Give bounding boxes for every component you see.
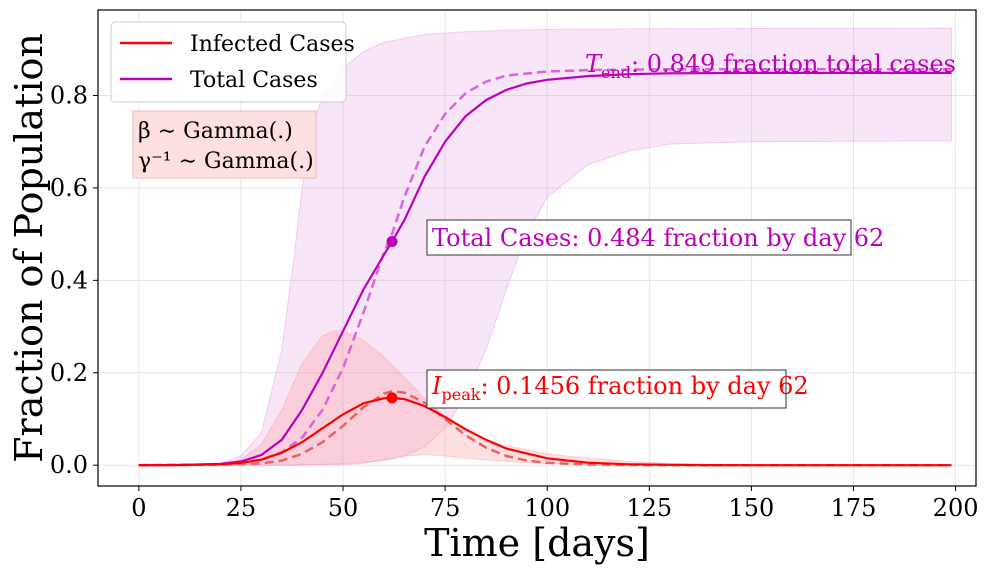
- annotation-total-box: [426, 219, 852, 256]
- peak-value: : 0.1456 fraction by day 62: [480, 372, 808, 400]
- y-tick-label-0.6: 0.6: [50, 174, 88, 202]
- annotation-end: Tend: 0.849 fraction total cases: [585, 50, 956, 82]
- y-tick-label-0.2: 0.2: [50, 359, 88, 387]
- markers: [386, 236, 398, 404]
- x-tick-label-200: 200: [933, 494, 979, 522]
- prior-box-bg: [132, 110, 317, 179]
- total-cases-band: [138, 27, 952, 466]
- end-value: : 0.849 fraction total cases: [631, 50, 956, 78]
- prior-gamma: γ⁻¹ ∼ Gamma(.): [138, 149, 314, 174]
- prior-beta: β ∼ Gamma(.): [138, 119, 293, 144]
- total-cases-line: [138, 71, 952, 467]
- annotation-total: Total Cases: 0.484 fraction by day 62: [426, 219, 884, 256]
- peak-subscript: peak: [441, 385, 480, 404]
- y-tick-label-0.4: 0.4: [50, 266, 88, 294]
- legend: Infected Cases Total Cases: [110, 21, 355, 103]
- y-axis-title: Fraction of Population: [7, 33, 51, 463]
- legend-label-infected: Infected Cases: [190, 32, 355, 57]
- x-tick-label-25: 25: [226, 494, 257, 522]
- end-symbol: T: [585, 50, 603, 78]
- annotation-peak: Ipeak: 0.1456 fraction by day 62: [426, 369, 809, 409]
- total-cases-marker: [386, 236, 398, 248]
- annotation-total-text: Total Cases: 0.484 fraction by day 62: [432, 224, 884, 252]
- total-cases-dashed-line: [138, 67, 952, 467]
- y-tick-label-0: 0.0: [50, 451, 88, 479]
- x-axis: 0 25 50 75 100 125 150 175 200: [131, 486, 978, 522]
- x-tick-label-150: 150: [728, 494, 774, 522]
- legend-label-total: Total Cases: [190, 68, 318, 93]
- y-axis: 0.0 0.2 0.4 0.6 0.8: [50, 81, 98, 479]
- infected-peak-marker: [386, 392, 398, 404]
- infected-cases-band: [138, 329, 952, 466]
- x-tick-label-0: 0: [131, 494, 146, 522]
- lines: [138, 67, 952, 467]
- peak-symbol: I: [431, 372, 442, 400]
- x-tick-label-50: 50: [328, 494, 359, 522]
- plot-frame: [97, 9, 977, 487]
- x-tick-label-125: 125: [626, 494, 672, 522]
- y-tick-label-0.8: 0.8: [50, 81, 88, 109]
- infected-cases-line: [138, 396, 952, 467]
- x-axis-title: Time [days]: [424, 521, 650, 565]
- bands: [138, 27, 952, 466]
- end-subscript: end: [601, 63, 631, 82]
- infected-cases-dashed-line: [138, 390, 952, 467]
- prior-box: β ∼ Gamma(.) γ⁻¹ ∼ Gamma(.): [132, 110, 317, 179]
- annotation-peak-text: Ipeak: 0.1456 fraction by day 62: [431, 372, 809, 404]
- x-tick-label-175: 175: [831, 494, 877, 522]
- x-tick-label-100: 100: [524, 494, 570, 522]
- annotation-end-text: Tend: 0.849 fraction total cases: [585, 50, 956, 82]
- annotation-peak-box: [426, 369, 787, 409]
- x-tick-label-75: 75: [430, 494, 461, 522]
